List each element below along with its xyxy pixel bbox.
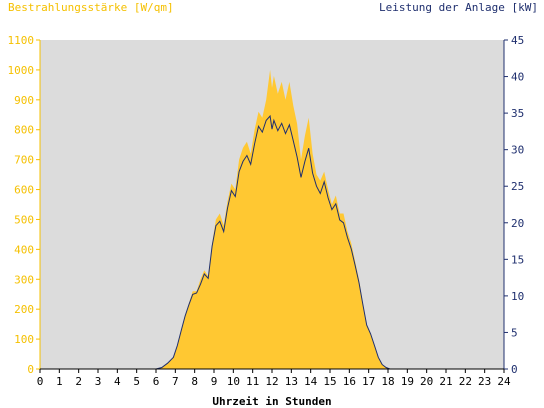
left-tick-label: 800: [14, 124, 34, 137]
x-tick-label: 4: [114, 375, 121, 388]
x-tick-label: 17: [362, 375, 375, 388]
x-tick-label: 23: [478, 375, 491, 388]
x-tick-label: 13: [285, 375, 298, 388]
right-tick-label: 20: [511, 217, 524, 230]
series-layer: [40, 69, 504, 370]
right-tick-label: 40: [511, 71, 524, 84]
left-tick-label: 1000: [8, 64, 35, 77]
x-tick-label: 5: [133, 375, 140, 388]
right-axis-label: Leistung der Anlage [kW]: [379, 1, 538, 14]
x-tick-label: 1: [56, 375, 63, 388]
x-tick-label: 22: [459, 375, 472, 388]
x-tick-label: 15: [323, 375, 336, 388]
x-tick-label: 19: [401, 375, 414, 388]
irradiance-area: [40, 69, 504, 370]
x-axis-label: Uhrzeit in Stunden: [212, 395, 332, 408]
left-tick-label: 600: [14, 184, 34, 197]
x-tick-label: 0: [37, 375, 44, 388]
left-tick-label: 0: [27, 363, 34, 376]
x-tick-label: 18: [381, 375, 394, 388]
x-tick-label: 8: [191, 375, 198, 388]
x-tick-label: 7: [172, 375, 179, 388]
x-tick-label: 2: [75, 375, 82, 388]
left-axis-label: Bestrahlungsstärke [W/qm]: [8, 1, 174, 14]
left-tick-label: 900: [14, 94, 34, 107]
right-tick-label: 10: [511, 290, 524, 303]
right-tick-label: 35: [511, 107, 524, 120]
x-tick-label: 16: [343, 375, 356, 388]
power-line: [40, 114, 504, 370]
right-tick-label: 30: [511, 144, 524, 157]
x-tick-label: 20: [420, 375, 433, 388]
tick-layer: 0100200300400500600700800900100011000510…: [8, 34, 525, 388]
x-tick-label: 3: [95, 375, 102, 388]
left-tick-label: 400: [14, 243, 34, 256]
x-tick-label: 24: [497, 375, 511, 388]
x-tick-label: 12: [265, 375, 278, 388]
x-tick-label: 10: [227, 375, 240, 388]
x-tick-label: 14: [304, 375, 318, 388]
left-tick-label: 100: [14, 333, 34, 346]
left-tick-label: 500: [14, 213, 34, 226]
x-tick-label: 21: [439, 375, 452, 388]
left-tick-label: 200: [14, 303, 34, 316]
left-tick-label: 700: [14, 154, 34, 167]
x-tick-label: 9: [211, 375, 218, 388]
right-tick-label: 0: [511, 363, 518, 376]
x-tick-label: 6: [153, 375, 160, 388]
right-tick-label: 25: [511, 180, 524, 193]
right-tick-label: 15: [511, 253, 524, 266]
right-tick-label: 5: [511, 326, 518, 339]
x-tick-label: 11: [246, 375, 259, 388]
left-tick-label: 1100: [8, 34, 35, 47]
left-tick-label: 300: [14, 273, 34, 286]
right-tick-label: 45: [511, 34, 524, 47]
